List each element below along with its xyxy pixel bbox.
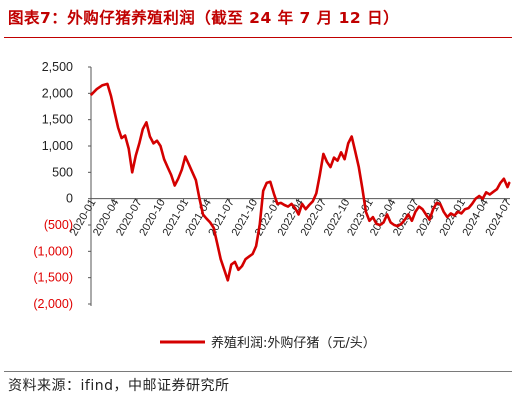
y-tick-label: 2,000 [42, 86, 73, 100]
axes: 2,500 2,000 1,500 1,000 500 0 (500) (1,000) (1,5… [33, 60, 514, 311]
source-divider [4, 371, 512, 372]
legend-label: 养殖利润:外购仔猪（元/头） [211, 335, 376, 351]
y-tick-label: 500 [52, 165, 73, 179]
y-tick-label: (2,000) [33, 297, 73, 311]
y-tick-label: (1,000) [33, 244, 73, 258]
y-tick-label: 1,500 [42, 113, 73, 127]
y-tick-label: (1,500) [33, 271, 73, 285]
y-tick-label: 0 [66, 192, 73, 206]
y-tick-label: (500) [44, 218, 73, 232]
series-line [90, 82, 511, 282]
legend: 养殖利润:外购仔猪（元/头） [160, 335, 376, 351]
title-divider [4, 37, 512, 38]
series-layer [90, 82, 511, 282]
y-tick-label: 2,500 [42, 60, 73, 74]
chart-title: 图表7：外购仔猪养殖利润（截至 24 年 7 月 12 日） [8, 9, 400, 27]
y-tick-label: 1,000 [42, 139, 73, 153]
source-note: 资料来源：ifind，中邮证券研究所 [8, 378, 230, 394]
